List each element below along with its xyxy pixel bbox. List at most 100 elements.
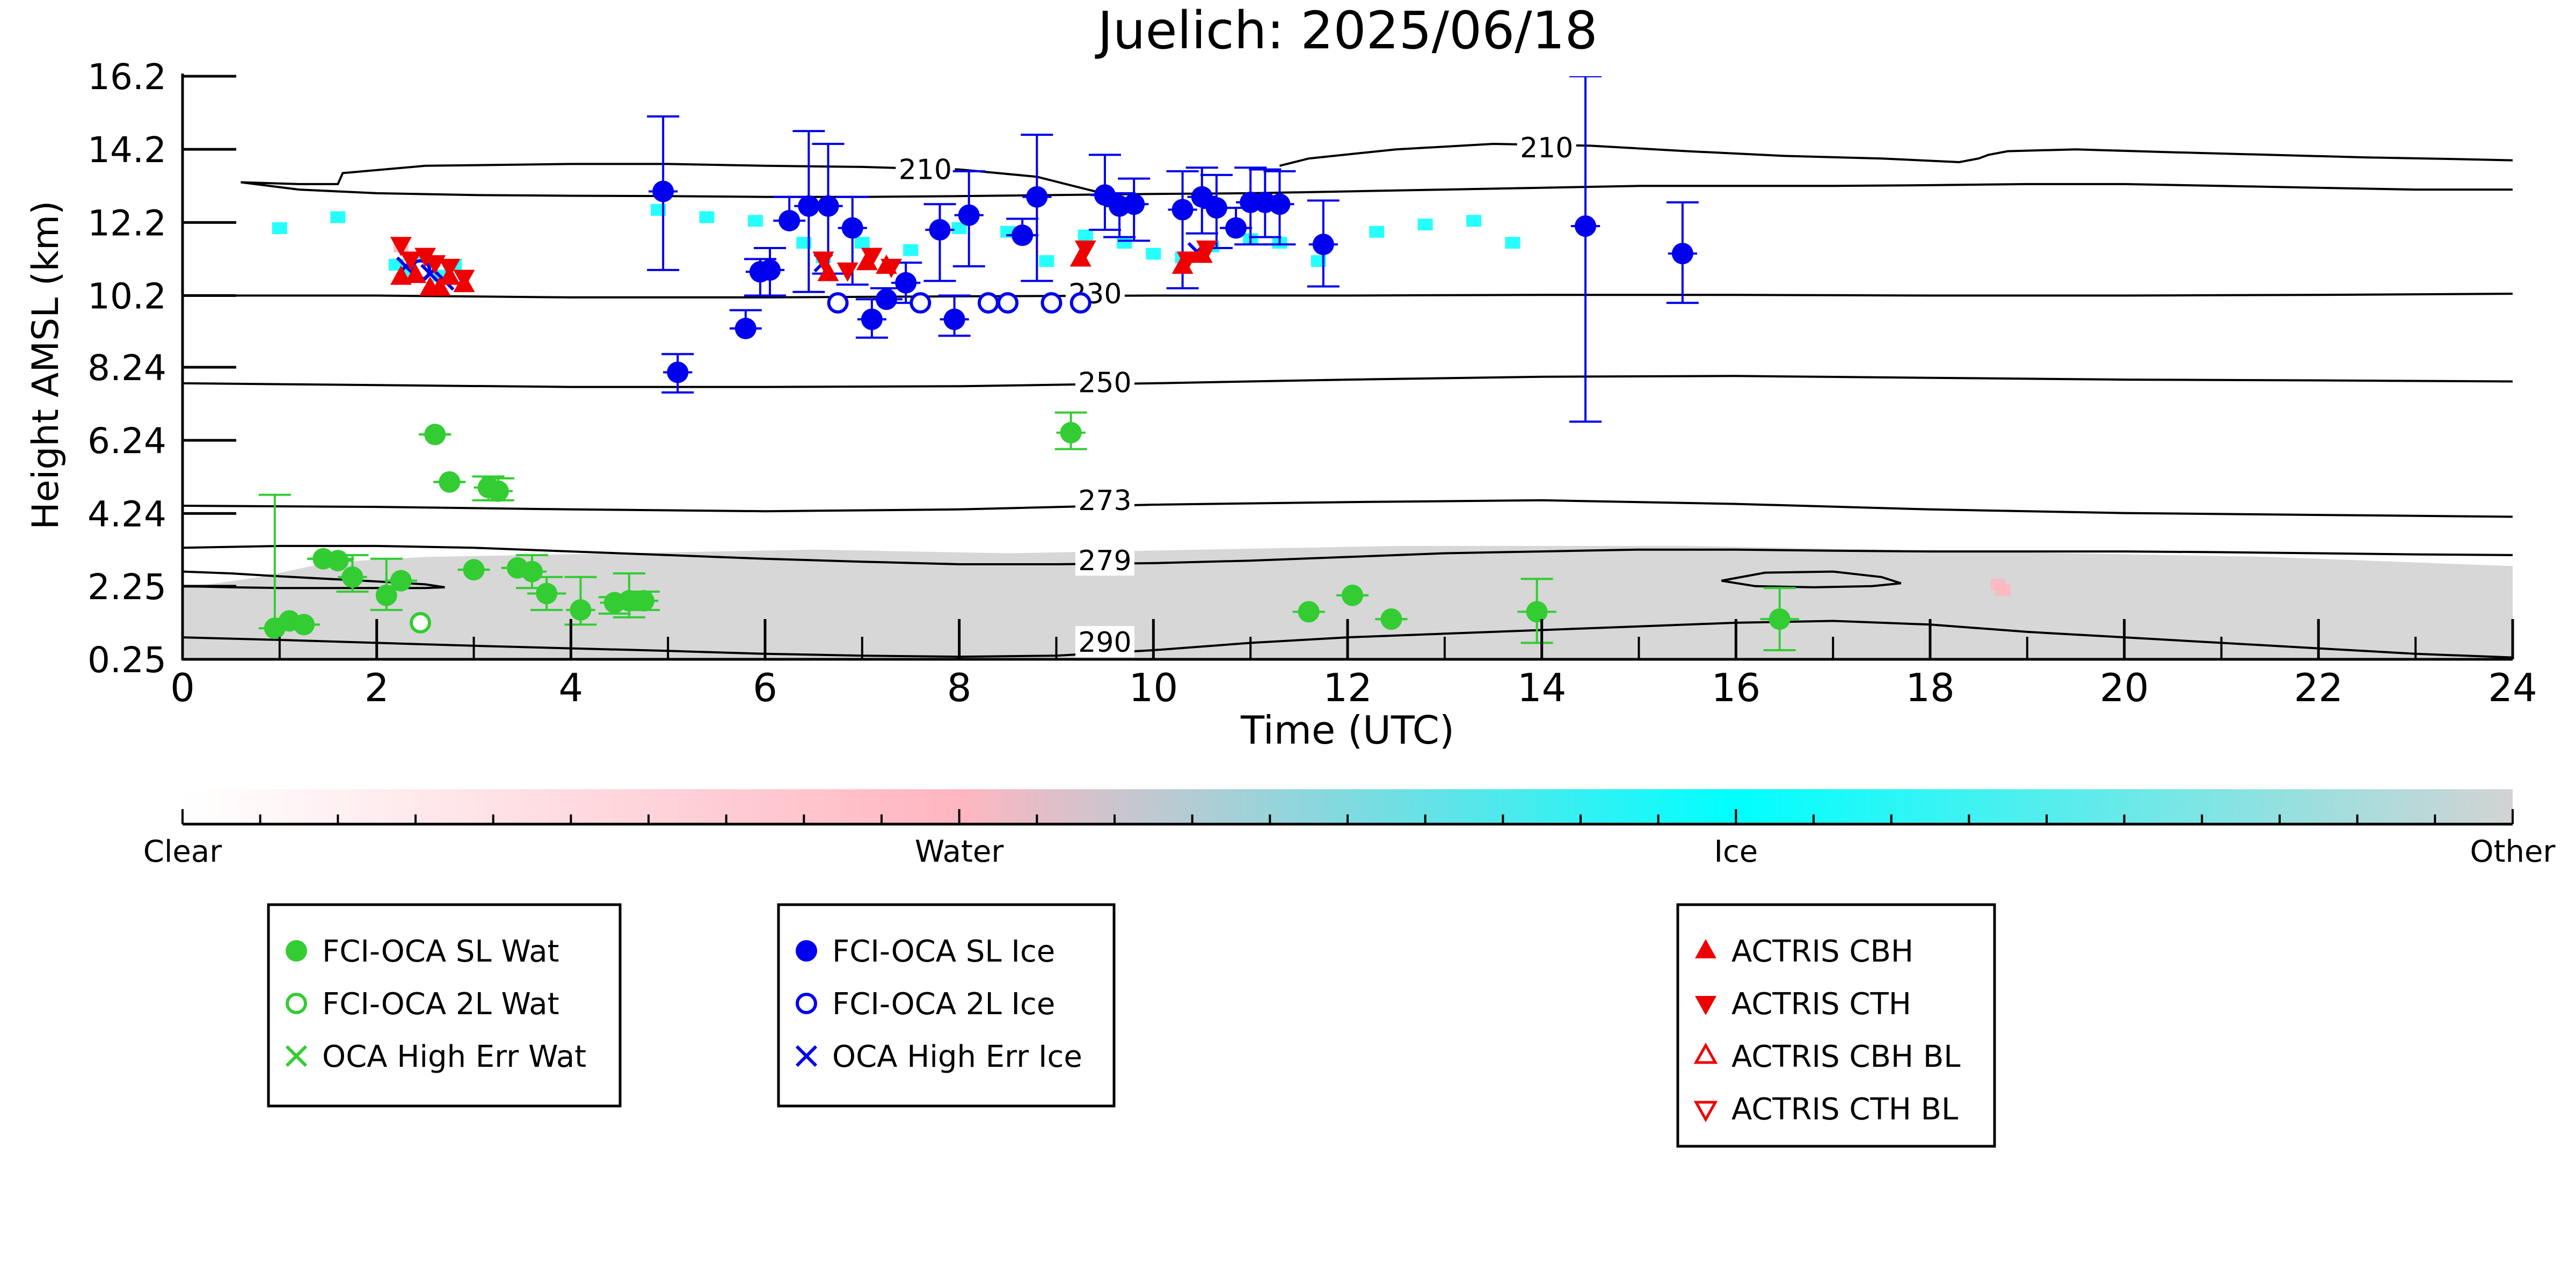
- data-point: [929, 219, 951, 241]
- data-point: [429, 276, 451, 296]
- ice-patch: [330, 211, 346, 223]
- legend-marker: [286, 993, 307, 1014]
- data-point: [521, 561, 543, 583]
- legend-marker: [285, 1045, 308, 1067]
- data-point: [881, 259, 903, 279]
- data-point: [1176, 251, 1198, 271]
- data-point: [997, 292, 1019, 314]
- data-point: [1171, 199, 1194, 221]
- legend-marker: [796, 940, 817, 962]
- x-tick-label: 24: [2488, 665, 2537, 710]
- contour-line: [1721, 570, 1902, 588]
- data-point: [410, 612, 432, 634]
- contour-line: [241, 163, 1115, 197]
- data-point: [861, 248, 883, 267]
- data-point: [759, 259, 781, 281]
- legend-marker: [1693, 1101, 1718, 1123]
- colorbar-label: Ice: [1714, 834, 1758, 869]
- data-point: [1312, 234, 1334, 256]
- contour-line: [241, 181, 2513, 198]
- ice-patch: [1311, 255, 1326, 267]
- y-axis-label: Height AMSL (km): [25, 201, 67, 530]
- ice-patch: [1078, 229, 1093, 242]
- data-point: [895, 272, 917, 294]
- ice-patch: [1417, 219, 1433, 231]
- data-point: [399, 251, 421, 271]
- colorbar: Clear Water Ice Other: [143, 789, 2556, 869]
- ice-patch: [854, 237, 870, 249]
- ice-patch: [1505, 237, 1520, 249]
- y-tick-label: 14.2: [88, 129, 166, 171]
- x-tick-label: 16: [1712, 665, 1761, 710]
- data-point: [390, 570, 412, 592]
- ice-patch: [651, 203, 666, 216]
- data-point: [1526, 601, 1548, 623]
- legend-label: OCA High Err Wat: [322, 1039, 586, 1074]
- y-tick-label: 4.24: [88, 493, 166, 535]
- contour-line: [1279, 142, 2513, 167]
- ice-patch: [1117, 237, 1132, 249]
- legend-marker: [796, 993, 817, 1014]
- contour-label-bg: [1075, 366, 1134, 398]
- data-point: [841, 217, 863, 239]
- data-point: [439, 259, 461, 279]
- data-point: [1380, 608, 1402, 630]
- y-tick-label: 6.24: [88, 420, 166, 462]
- data-point: [827, 292, 849, 314]
- ice-patch: [1146, 248, 1161, 260]
- data-point: [632, 590, 654, 612]
- colorbar-label: Water: [915, 834, 1005, 869]
- data-point: [1342, 584, 1364, 606]
- data-point: [1040, 292, 1063, 314]
- contour-label-bg: [1517, 131, 1576, 163]
- data-point: [1575, 215, 1597, 237]
- data-point: [861, 308, 883, 330]
- legend-label: FCI-OCA 2L Wat: [322, 987, 559, 1022]
- data-point: [1196, 241, 1218, 260]
- data-point: [876, 288, 898, 310]
- x-tick-label: 4: [558, 665, 583, 710]
- data-point: [734, 317, 756, 339]
- contour-line: [183, 544, 2513, 565]
- chart-title: Juelich: 2025/06/18: [1095, 1, 1597, 61]
- data-point: [958, 204, 980, 226]
- contour-line: [183, 570, 445, 590]
- y-tick-label: 16.2: [88, 56, 166, 98]
- data-point: [836, 262, 858, 282]
- data-point: [1123, 193, 1145, 215]
- legend-label: OCA High Err Ice: [832, 1039, 1082, 1074]
- x-tick-label: 6: [753, 665, 777, 710]
- x-tick-label: 12: [1323, 665, 1372, 710]
- data-point: [1012, 224, 1034, 246]
- contour-label-bg: [1075, 484, 1134, 515]
- legend-label: FCI-OCA 2L Ice: [832, 987, 1055, 1022]
- legend-label: ACTRIS CTH BL: [1731, 1092, 1958, 1127]
- water-patch: [1995, 584, 2011, 596]
- data-point: [1191, 186, 1213, 208]
- contour-line: [183, 499, 2513, 518]
- ice-patch: [951, 222, 967, 234]
- x-tick-label: 2: [365, 665, 389, 710]
- data-point: [1225, 217, 1247, 239]
- data-point: [293, 614, 315, 636]
- ice-patch: [1466, 215, 1482, 227]
- legend-label: FCI-OCA SL Wat: [322, 934, 559, 969]
- ice-patch: [1039, 255, 1054, 267]
- contour-line: [183, 293, 2513, 299]
- contour-label: 210: [1520, 132, 1573, 164]
- data-point: [943, 308, 965, 330]
- data-point: [1094, 184, 1116, 206]
- legend-label: ACTRIS CBH: [1731, 934, 1913, 969]
- legend-box: [267, 903, 622, 1108]
- x-tick-label: 20: [2100, 665, 2149, 710]
- data-point: [327, 550, 349, 572]
- data-point: [652, 180, 674, 202]
- ice-patch: [272, 222, 287, 234]
- legend-marker: [795, 1045, 818, 1067]
- data-point: [390, 265, 412, 285]
- data-point: [439, 471, 461, 493]
- data-point: [1069, 247, 1091, 267]
- legend-box: [777, 903, 1116, 1108]
- data-point: [909, 292, 932, 314]
- data-point: [1060, 421, 1082, 443]
